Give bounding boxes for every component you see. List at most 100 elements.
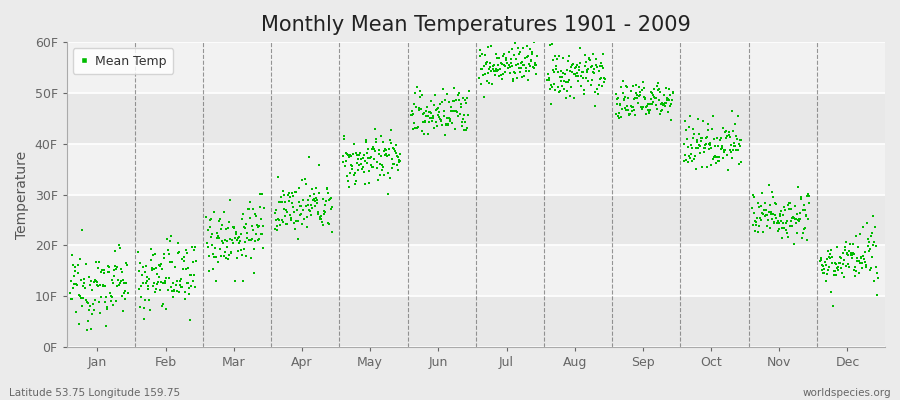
Point bbox=[209, 254, 223, 260]
Point bbox=[616, 90, 630, 96]
Point bbox=[138, 296, 152, 303]
Bar bbox=[67, 194, 885, 245]
Point bbox=[561, 78, 575, 85]
Point bbox=[488, 68, 502, 74]
Point bbox=[216, 209, 230, 215]
Point bbox=[91, 265, 105, 272]
Point bbox=[438, 120, 453, 127]
Point bbox=[346, 163, 360, 169]
Point bbox=[792, 218, 806, 224]
Point bbox=[716, 155, 730, 162]
Bar bbox=[67, 144, 885, 194]
Point bbox=[120, 262, 134, 268]
Point bbox=[681, 153, 696, 160]
Point bbox=[144, 266, 158, 273]
Point bbox=[831, 267, 845, 273]
Point bbox=[618, 107, 633, 114]
Point bbox=[81, 300, 95, 306]
Point bbox=[160, 286, 175, 293]
Point bbox=[413, 106, 428, 112]
Point bbox=[362, 180, 376, 186]
Point bbox=[474, 51, 489, 58]
Point bbox=[373, 172, 387, 178]
Point bbox=[461, 111, 475, 118]
Point bbox=[138, 269, 152, 276]
Point bbox=[798, 212, 813, 218]
Point bbox=[523, 46, 537, 52]
Point bbox=[550, 56, 564, 62]
Point bbox=[407, 101, 421, 107]
Point bbox=[652, 89, 667, 95]
Point bbox=[698, 142, 712, 148]
Point bbox=[566, 60, 580, 67]
Point bbox=[289, 218, 303, 224]
Point bbox=[839, 239, 853, 245]
Point bbox=[589, 55, 603, 62]
Point bbox=[545, 57, 560, 63]
Point bbox=[786, 214, 800, 220]
Point bbox=[663, 103, 678, 110]
Point bbox=[757, 206, 771, 213]
Point bbox=[307, 196, 321, 202]
Point bbox=[383, 175, 398, 181]
Point bbox=[772, 210, 787, 217]
Point bbox=[633, 89, 647, 95]
Point bbox=[448, 125, 463, 132]
Point bbox=[86, 307, 101, 313]
Point bbox=[68, 272, 82, 279]
Point bbox=[857, 256, 871, 262]
Point bbox=[181, 264, 195, 271]
Point bbox=[566, 70, 580, 77]
Point bbox=[480, 78, 494, 84]
Point bbox=[98, 323, 112, 329]
Point bbox=[445, 120, 459, 127]
Point bbox=[784, 206, 798, 212]
Point bbox=[282, 198, 296, 204]
Point bbox=[220, 243, 234, 250]
Point bbox=[250, 222, 265, 228]
Point bbox=[753, 216, 768, 223]
Point bbox=[706, 136, 721, 142]
Point bbox=[241, 206, 256, 213]
Point bbox=[642, 110, 656, 117]
Point bbox=[104, 298, 118, 304]
Point bbox=[569, 64, 583, 70]
Point bbox=[503, 64, 517, 70]
Point bbox=[594, 59, 608, 66]
Point bbox=[559, 79, 573, 86]
Point bbox=[364, 154, 378, 161]
Point bbox=[658, 100, 672, 106]
Point bbox=[317, 208, 331, 214]
Point bbox=[639, 104, 653, 110]
Point bbox=[206, 266, 220, 272]
Point bbox=[643, 100, 657, 107]
Point bbox=[622, 112, 636, 118]
Point bbox=[749, 219, 763, 225]
Point bbox=[343, 152, 357, 159]
Point bbox=[636, 78, 651, 85]
Point bbox=[221, 252, 236, 258]
Point bbox=[580, 68, 595, 75]
Point bbox=[493, 60, 508, 66]
Point bbox=[145, 265, 159, 271]
Point bbox=[353, 150, 367, 156]
Point bbox=[787, 215, 801, 222]
Point bbox=[695, 135, 709, 142]
Point bbox=[862, 246, 877, 252]
Point bbox=[497, 51, 511, 58]
Point bbox=[422, 119, 436, 125]
Point bbox=[347, 180, 362, 187]
Point bbox=[586, 51, 600, 57]
Point bbox=[484, 43, 499, 50]
Point bbox=[393, 150, 408, 157]
Point bbox=[64, 296, 78, 302]
Point bbox=[596, 50, 610, 57]
Point bbox=[241, 206, 256, 213]
Point bbox=[521, 76, 535, 83]
Point bbox=[63, 290, 77, 297]
Point bbox=[724, 108, 739, 114]
Point bbox=[94, 269, 108, 276]
Point bbox=[584, 77, 598, 83]
Point bbox=[517, 62, 531, 68]
Point bbox=[417, 130, 431, 137]
